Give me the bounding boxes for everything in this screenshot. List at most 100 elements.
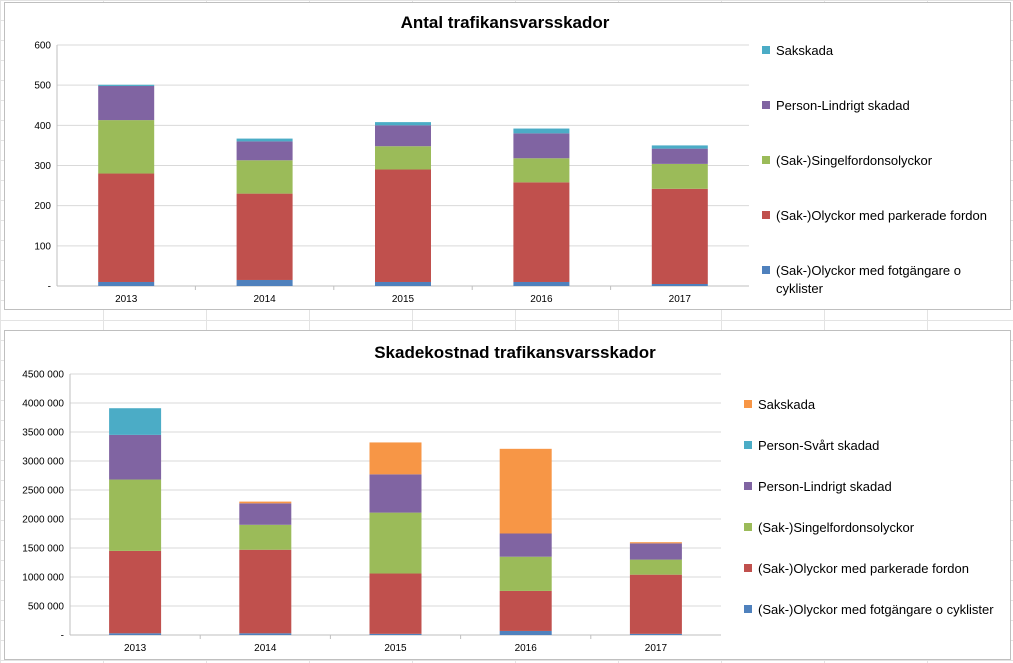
legend-swatch-4 (744, 441, 752, 449)
chart-1-legend: Sakskada Person-Lindrigt skadad (Sak-)Sing… (762, 43, 987, 296)
legend-swatch-0 (744, 605, 752, 613)
bar-2016-series-3 (513, 133, 570, 159)
legend-swatch-0 (762, 266, 770, 274)
legend-swatch-2 (744, 523, 752, 531)
chart-1-y-tick-label: 500 000 (28, 602, 65, 613)
legend-label-3: Person-Lindrigt skadad (758, 479, 892, 494)
legend-swatch-2 (762, 156, 770, 164)
bar-2015-series-0 (375, 281, 431, 286)
chart-1-y-tick-label: - (61, 631, 64, 642)
chart-1-x-tick-label: 2015 (384, 643, 407, 654)
bar-2013-series-1 (109, 550, 162, 634)
bar-2013-series-3 (109, 434, 162, 480)
chart-2-x-axis: 2013 2014 2015 2016 2017 (124, 635, 667, 654)
bar-2017-series-4 (651, 145, 708, 149)
bar-2013-series-2 (98, 120, 155, 174)
legend-swatch-5 (744, 400, 752, 408)
chart-2-y-axis: - 500 000 1000 000 1500 000 2000 000 2500 000… (22, 370, 64, 642)
bar-2013-series-3 (98, 85, 155, 121)
bar-2017-series-2 (651, 163, 708, 189)
chart-1-y-tick-label: 1000 000 (22, 573, 64, 584)
bar-2016-series-5 (499, 448, 552, 534)
chart-0-y-tick-label: 600 (34, 41, 51, 52)
legend-swatch-3 (744, 482, 752, 490)
bar-2017-series-3 (629, 543, 682, 560)
bar-2013-series-2 (109, 479, 162, 551)
chart-1-bars (98, 84, 708, 286)
bar-2016-series-2 (499, 556, 552, 591)
bar-2016-series-0 (499, 630, 552, 635)
bar-2016-series-3 (499, 533, 552, 557)
bar-2016-series-0 (513, 281, 570, 286)
legend-label-4: Person-Svårt skadad (758, 438, 879, 453)
bar-2017-series-5 (629, 542, 682, 544)
bar-2017-series-1 (651, 188, 708, 284)
chart-1-y-tick-label: 2000 000 (22, 515, 64, 526)
chart-1-x-tick-label: 2016 (515, 643, 538, 654)
bar-2015-series-2 (375, 146, 431, 170)
legend-label-1: (Sak-)Olyckor med parkerade fordon (776, 208, 987, 223)
bar-2014-series-5 (239, 501, 292, 504)
legend-label-0: (Sak-)Olyckor med fotgängare o cyklister (776, 263, 961, 296)
bar-2015-series-0 (369, 633, 422, 635)
chart-1-svg: Antal trafikansvarsskador - 100 200 300 400 5… (34, 13, 987, 305)
bar-2016-series-4 (513, 128, 570, 134)
legend-swatch-4 (762, 46, 770, 54)
chart-0-x-tick-label: 2016 (530, 294, 553, 305)
bar-2015-series-4 (375, 122, 431, 126)
bar-2013-series-1 (98, 173, 155, 282)
chart-1-y-tick-label: 1500 000 (22, 544, 64, 555)
chart-1-y-tick-label: 2500 000 (22, 486, 64, 497)
chart-1-x-axis: 2013 2014 2015 2016 2017 (115, 286, 691, 305)
chart-0-y-tick-label: - (48, 282, 51, 293)
bar-2017-series-0 (629, 633, 682, 635)
chart-2-title: Skadekostnad trafikansvarsskador (374, 343, 656, 362)
chart-1-y-tick-label: 3000 000 (22, 457, 64, 468)
bar-2016-series-1 (513, 182, 570, 282)
chart-1-x-tick-label: 2013 (124, 643, 147, 654)
chart-0-y-tick-label: 400 (34, 121, 51, 132)
chart-2-legend: Sakskada Person-Svårt skadad Person-Lindri… (744, 397, 994, 617)
bar-2015-series-3 (369, 474, 422, 513)
bar-2014-series-1 (239, 549, 292, 634)
bar-2014-series-3 (236, 141, 293, 161)
chart-0-x-tick-label: 2017 (669, 294, 692, 305)
legend-label-2: (Sak-)Singelfordonsolyckor (758, 520, 915, 535)
bar-2016-series-1 (499, 590, 552, 631)
bar-2014-series-3 (239, 503, 292, 525)
bar-2014-series-0 (239, 633, 292, 635)
chart-1-y-axis: - 100 200 300 400 500 600 (34, 41, 51, 293)
chart-1-y-tick-label: 4000 000 (22, 399, 64, 410)
legend-label-4: Sakskada (776, 43, 834, 58)
bar-2015-series-1 (369, 573, 422, 634)
bar-2017-series-1 (629, 574, 682, 634)
bar-2014-series-1 (236, 193, 293, 280)
legend-swatch-1 (762, 211, 770, 219)
bar-2013-series-4 (109, 408, 162, 435)
chart-antal-trafikansvarsskador[interactable]: Antal trafikansvarsskador - 100 200 300 400 5… (4, 2, 1011, 310)
chart-1-y-tick-label: 4500 000 (22, 370, 64, 381)
chart-1-x-tick-label: 2017 (645, 643, 668, 654)
chart-2-svg: Skadekostnad trafikansvarsskador - 500 00… (22, 343, 994, 654)
legend-label-5: Sakskada (758, 397, 816, 412)
bar-2017-series-3 (651, 148, 708, 164)
chart-0-y-tick-label: 200 (34, 201, 51, 212)
bar-2014-series-2 (239, 524, 292, 550)
legend-label-2: (Sak-)Singelfordonsolyckor (776, 153, 933, 168)
bar-2013-series-4 (98, 84, 155, 86)
chart-2-bars (109, 408, 682, 635)
chart-0-y-tick-label: 500 (34, 81, 51, 92)
legend-label-3: Person-Lindrigt skadad (776, 98, 910, 113)
legend-label-0: (Sak-)Olyckor med fotgängare o cyklister (758, 602, 994, 617)
chart-0-x-tick-label: 2014 (253, 294, 276, 305)
bar-2015-series-2 (369, 512, 422, 574)
chart-0-x-tick-label: 2013 (115, 294, 138, 305)
bar-2015-series-3 (375, 125, 431, 147)
chart-1-x-tick-label: 2014 (254, 643, 277, 654)
chart-0-y-tick-label: 300 (34, 161, 51, 172)
bar-2014-series-4 (236, 138, 293, 142)
chart-0-y-tick-label: 100 (34, 241, 51, 252)
chart-skadekostnad-trafikansvarsskador[interactable]: Skadekostnad trafikansvarsskador - 500 00… (4, 330, 1011, 660)
bar-2013-series-0 (98, 281, 155, 286)
legend-label-1: (Sak-)Olyckor med parkerade fordon (758, 561, 969, 576)
